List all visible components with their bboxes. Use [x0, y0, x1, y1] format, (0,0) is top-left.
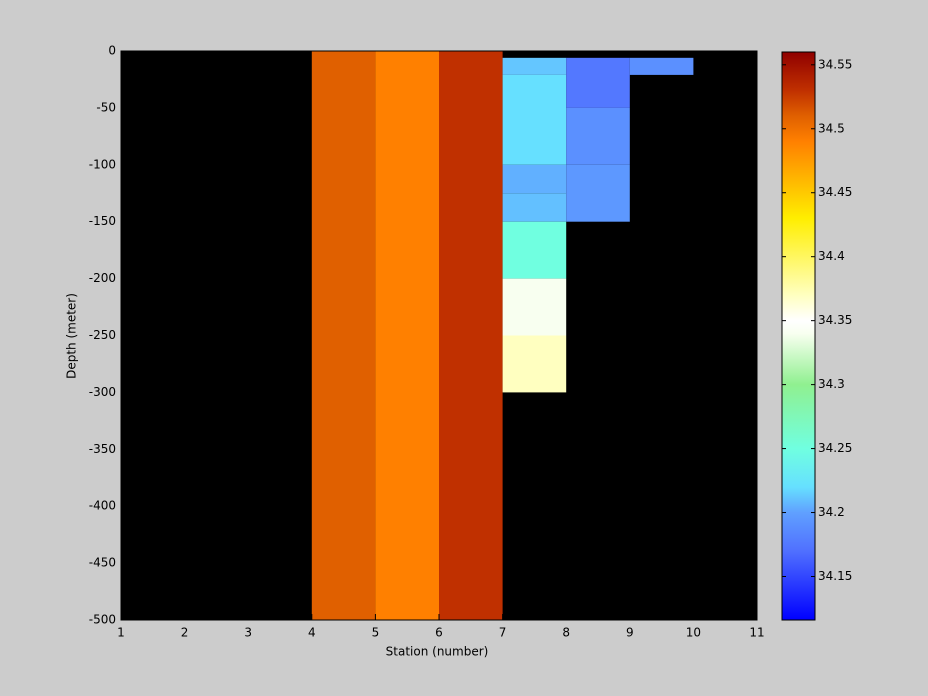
y-tick-label: -450 — [89, 556, 116, 570]
colorbar-tick-label: 34.55 — [818, 57, 852, 71]
x-tick-label: 7 — [499, 626, 507, 640]
heat-cell — [502, 335, 567, 393]
y-tick-label: 0 — [108, 44, 116, 58]
colorbar-tick-label: 34.5 — [818, 121, 845, 135]
heat-cell — [629, 57, 694, 75]
x-tick-label: 8 — [562, 626, 570, 640]
heat-cell — [502, 57, 567, 75]
y-tick-label: -50 — [96, 100, 116, 114]
x-tick-label: 11 — [749, 626, 764, 640]
colorbar-tick-label: 34.45 — [818, 185, 852, 199]
x-tick-label: 6 — [435, 626, 443, 640]
colorbar-tick-label: 34.35 — [818, 313, 852, 327]
y-tick-label: -500 — [89, 613, 116, 627]
heat-cell — [375, 51, 439, 620]
heat-cell — [502, 164, 567, 194]
y-tick-label: -150 — [89, 214, 116, 228]
x-tick-label: 9 — [626, 626, 634, 640]
y-tick-label: -100 — [89, 157, 116, 171]
x-tick-label: 3 — [244, 626, 252, 640]
y-tick-label: -400 — [89, 499, 116, 513]
heat-cell — [566, 164, 630, 222]
x-axis-label: Station (number) — [386, 645, 489, 659]
x-tick-label: 1 — [117, 626, 125, 640]
colorbar-tick-label: 34.3 — [818, 377, 845, 391]
x-tick-label: 4 — [308, 626, 316, 640]
colorbar-tick-label: 34.25 — [818, 441, 852, 455]
colorbar-tick-label: 34.4 — [818, 249, 845, 263]
heat-cell — [566, 57, 630, 108]
heat-cell — [502, 278, 567, 336]
y-tick-label: -300 — [89, 385, 116, 399]
heat-cell — [502, 193, 567, 222]
y-tick-label: -250 — [89, 328, 116, 342]
y-tick-label: -200 — [89, 271, 116, 285]
heat-cell — [311, 51, 376, 620]
colorbar — [781, 51, 816, 621]
x-tick-label: 5 — [372, 626, 380, 640]
y-tick-label: -350 — [89, 442, 116, 456]
x-tick-label: 2 — [181, 626, 189, 640]
colorbar-tick-label: 34.15 — [818, 569, 852, 583]
y-axis-label: Depth (meter) — [65, 293, 79, 379]
heat-cell — [566, 107, 630, 165]
colorbar-tick-label: 34.2 — [818, 505, 845, 519]
x-tick-label: 10 — [686, 626, 701, 640]
heat-cell — [439, 51, 503, 620]
heat-cell — [502, 221, 567, 279]
heat-cell — [502, 74, 567, 165]
